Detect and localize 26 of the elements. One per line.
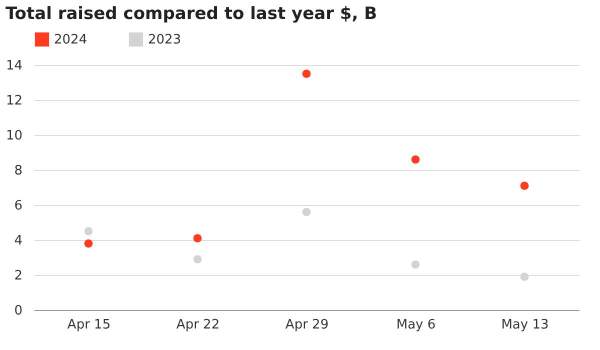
y-tick-label: 2 [14, 268, 22, 284]
x-tick-label: May 6 [396, 318, 436, 332]
point [302, 70, 311, 78]
legend-label: 2023 [148, 32, 182, 48]
point [84, 239, 93, 248]
point [520, 272, 529, 281]
point [193, 255, 202, 264]
y-tick-label: 8 [14, 164, 22, 178]
point [84, 227, 93, 236]
x-tick-label: Apr 29 [285, 318, 329, 332]
chart-title: Total raised compared to last year $, B [5, 4, 378, 24]
y-tick-label: 4 [14, 234, 22, 248]
y-tick-label: 10 [6, 128, 22, 144]
point [302, 208, 311, 216]
x-tick-label: May 13 [501, 318, 549, 332]
x-tick-label: Apr 22 [176, 318, 220, 332]
point [411, 155, 420, 164]
legend-label: 2024 [54, 32, 88, 48]
x-tick-label: Apr 15 [67, 318, 111, 332]
point [520, 182, 529, 190]
point [411, 260, 420, 269]
y-tick-label: 14 [6, 58, 22, 74]
y-tick-label: 0 [14, 304, 22, 318]
y-tick-label: 12 [6, 94, 22, 108]
y-tick-label: 6 [14, 198, 22, 214]
point [193, 234, 202, 242]
